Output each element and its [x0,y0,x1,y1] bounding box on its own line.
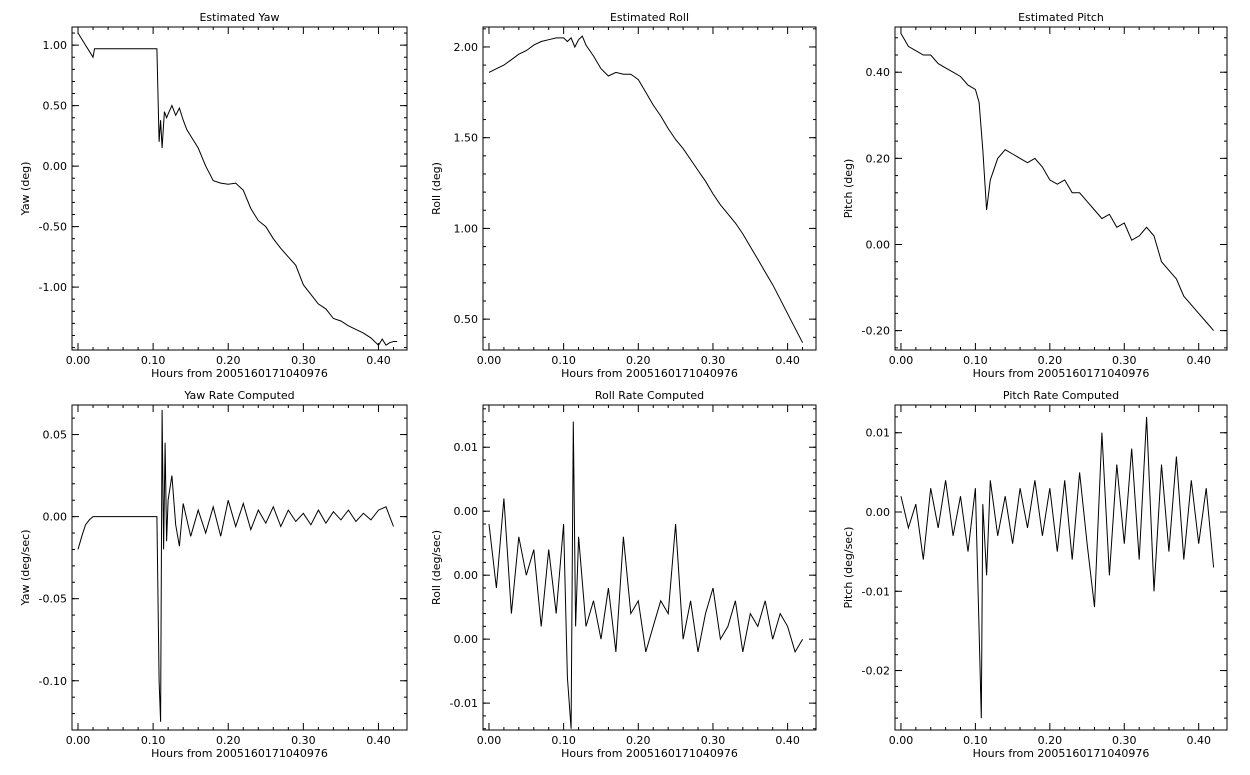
y-tick-label: 0.50 [43,100,68,113]
series-line [488,421,804,729]
chart-roll: Estimated Roll Roll (deg) Hours from 200… [430,11,817,380]
chart-ylabel: Pitch (deg/sec) [842,527,855,609]
series-line [77,409,394,722]
chart-title: Estimated Roll [610,11,689,24]
x-tick-label: 0.00 [889,354,914,367]
chart-title: Estimated Pitch [1018,11,1104,24]
chart-xlabel: Hours from 2005160171040976 [561,747,738,760]
x-tick-label: 0.40 [366,734,391,747]
chart-ylabel: Roll (deg) [430,162,443,215]
chart-xlabel: Hours from 2005160171040976 [973,367,1150,380]
chart-xlabel: Hours from 2005160171040976 [561,367,738,380]
x-tick-label: 0.20 [626,354,651,367]
chart-title: Yaw Rate Computed [183,389,294,402]
plot-frame [482,26,817,351]
chart-yaw-rate: Yaw Rate Computed Yaw (deg/sec) Hours fr… [19,389,408,760]
y-tick-label: -0.02 [862,665,890,678]
x-tick-label: 0.20 [626,734,651,747]
axis-layer: 0.00 0.10 0.20 0.30 0.40 -0.01 0.00 0.00 0.00 0.0… [450,405,816,747]
y-tick-label: 0.00 [43,511,68,524]
y-tick-label: 2.00 [454,41,479,54]
axis-layer: 0.00 0.10 0.20 0.30 0.40 -1.00 -0.50 0.00 0.50 1.… [39,27,407,367]
chart-xlabel: Hours from 2005160171040976 [973,747,1150,760]
x-tick-label: 0.40 [775,354,800,367]
x-tick-label: 0.20 [216,734,241,747]
x-tick-label: 0.30 [1112,734,1137,747]
x-tick-label: 0.40 [366,354,391,367]
y-tick-label: 0.00 [866,506,891,519]
x-tick-label: 0.20 [1038,734,1063,747]
x-tick-label: 0.30 [291,354,316,367]
chart-ylabel: Yaw (deg/sec) [19,529,32,606]
plot-frame [71,404,408,731]
y-tick-label: 0.00 [454,505,479,518]
axis-layer: 0.00 0.10 0.20 0.30 0.40 -0.10 -0.05 0.00 0.05 [39,405,407,747]
x-tick-label: 0.10 [141,734,166,747]
x-tick-label: 0.10 [141,354,166,367]
plot-frame [71,26,408,351]
x-tick-label: 0.10 [963,354,988,367]
plot-frame [894,404,1228,731]
y-tick-label: 0.20 [866,152,891,165]
chart-pitch-rate: Pitch Rate Computed Pitch (deg/sec) Hour… [842,389,1228,760]
y-tick-label: 1.50 [454,132,479,145]
y-tick-label: 1.00 [43,39,68,52]
y-tick-label: 0.00 [866,238,891,251]
axis-layer: 0.00 0.10 0.20 0.30 0.40 0.50 1.00 1.50 2.00 [454,27,816,367]
chart-title: Roll Rate Computed [595,389,704,402]
x-tick-label: 0.40 [775,734,800,747]
y-tick-label: -0.01 [450,697,478,710]
x-tick-label: 0.20 [216,354,241,367]
y-tick-label: 0.50 [454,313,479,326]
chart-ylabel: Roll (deg/sec) [430,530,443,605]
plot-frame [482,404,817,731]
y-tick-label: 0.00 [454,633,479,646]
chart-pitch: Estimated Pitch Pitch (deg) Hours from 2… [842,11,1228,380]
chart-title: Pitch Rate Computed [1003,389,1119,402]
y-tick-label: 0.00 [454,569,479,582]
y-tick-label: 0.01 [454,441,479,454]
x-tick-label: 0.30 [701,354,726,367]
x-tick-label: 0.30 [291,734,316,747]
series-line [900,416,1215,719]
y-tick-label: 0.05 [43,429,68,442]
y-tick-label: -0.20 [862,325,890,338]
x-tick-label: 0.30 [1112,354,1137,367]
x-tick-label: 0.10 [551,354,576,367]
series-line [900,33,1214,331]
y-tick-label: -0.10 [39,675,67,688]
x-tick-label: 0.10 [963,734,988,747]
x-tick-label: 0.00 [889,734,914,747]
x-tick-label: 0.10 [551,734,576,747]
y-tick-label: 0.40 [866,66,891,79]
plot-frame [894,26,1228,351]
x-tick-label: 0.30 [701,734,726,747]
y-tick-label: -0.05 [39,593,67,606]
y-tick-label: 0.01 [866,427,891,440]
y-tick-label: 1.00 [454,222,479,235]
x-tick-label: 0.00 [477,734,502,747]
x-tick-label: 0.40 [1186,734,1211,747]
x-tick-label: 0.00 [66,734,91,747]
x-tick-label: 0.00 [66,354,91,367]
y-tick-label: -0.01 [862,585,890,598]
chart-ylabel: Pitch (deg) [842,159,855,219]
x-tick-label: 0.40 [1186,354,1211,367]
y-tick-label: 0.00 [43,160,68,173]
y-tick-label: -0.50 [39,221,67,234]
chart-title: Estimated Yaw [199,11,279,24]
chart-xlabel: Hours from 2005160171040976 [151,747,328,760]
y-tick-label: -1.00 [39,281,67,294]
chart-yaw: Estimated Yaw Yaw (deg) Hours from 20051… [19,11,408,380]
x-tick-label: 0.20 [1038,354,1063,367]
x-tick-label: 0.00 [477,354,502,367]
series-line [77,32,398,346]
series-line [488,35,804,343]
chart-ylabel: Yaw (deg) [19,162,32,217]
chart-xlabel: Hours from 2005160171040976 [151,367,328,380]
chart-roll-rate: Roll Rate Computed Roll (deg/sec) Hours … [430,389,817,760]
